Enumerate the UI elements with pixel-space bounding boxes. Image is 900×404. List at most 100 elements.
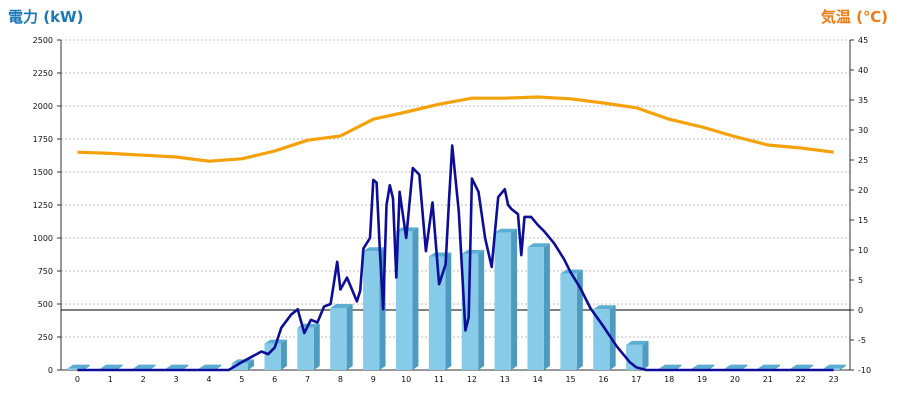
left-tick-label: 1000 — [33, 234, 53, 243]
x-tick-label: 8 — [338, 375, 343, 384]
x-tick-label: 4 — [206, 375, 211, 384]
bar-top — [658, 364, 682, 369]
x-tick-label: 15 — [565, 375, 575, 384]
x-tick-label: 14 — [533, 375, 543, 384]
x-tick-label: 1 — [108, 375, 113, 384]
bar-top — [494, 228, 518, 233]
right-tick-label: 5 — [858, 276, 863, 285]
bar-side — [511, 228, 518, 370]
x-tick-label: 5 — [239, 375, 244, 384]
bar — [527, 247, 544, 370]
left-tick-label: 2000 — [33, 102, 53, 111]
bar-side — [642, 340, 649, 370]
bar-top — [165, 364, 189, 369]
left-tick-label: 500 — [38, 300, 53, 309]
x-tick-label: 13 — [500, 375, 510, 384]
power-line — [77, 144, 834, 372]
x-tick-label: 18 — [664, 375, 674, 384]
bar — [231, 363, 249, 370]
bar — [330, 307, 347, 370]
bar-side — [313, 323, 320, 370]
bar-side — [149, 364, 156, 370]
bar-side — [83, 364, 90, 370]
x-tick-label: 22 — [796, 375, 806, 384]
bar-side — [708, 364, 715, 370]
left-tick-label: 750 — [38, 267, 53, 276]
bar-top — [790, 364, 813, 369]
bar — [395, 231, 413, 370]
x-tick-label: 2 — [141, 375, 146, 384]
bar-side — [839, 364, 846, 370]
bar-top — [330, 303, 353, 308]
left-tick-label: 2500 — [33, 36, 53, 45]
right-tick-label: 15 — [858, 216, 868, 225]
right-tick-label: -5 — [858, 336, 866, 345]
bar-side — [182, 364, 189, 370]
bar-top — [626, 340, 649, 345]
x-tick-label: 9 — [371, 375, 376, 384]
right-tick-label: 0 — [858, 306, 863, 315]
bar — [494, 232, 512, 370]
x-tick-label: 12 — [467, 375, 477, 384]
x-tick-label: 21 — [763, 375, 773, 384]
bar — [428, 256, 446, 370]
left-tick-label: 2250 — [33, 69, 53, 78]
bar-side — [280, 339, 287, 370]
x-tick-label: 20 — [730, 375, 740, 384]
bar-top — [757, 364, 781, 369]
x-tick-label: 0 — [75, 375, 80, 384]
bar-side — [412, 227, 419, 370]
x-tick-label: 3 — [174, 375, 179, 384]
bar-side — [806, 364, 813, 370]
x-tick-label: 16 — [598, 375, 608, 384]
x-tick-label: 23 — [828, 375, 838, 384]
bar-top — [461, 249, 485, 254]
left-tick-label: 1500 — [33, 168, 53, 177]
right-tick-label: 10 — [858, 246, 868, 255]
bar-side — [445, 252, 452, 370]
right-tick-label: 30 — [858, 126, 868, 135]
right-axis-title: 気温 (℃) — [820, 8, 888, 26]
right-tick-label: 20 — [858, 186, 868, 195]
left-tick-label: 1750 — [33, 135, 53, 144]
left-axis-title: 電力 (kW) — [8, 8, 84, 26]
bar — [363, 251, 380, 370]
bar-top — [823, 364, 846, 369]
bar-top — [527, 243, 550, 248]
bar-top — [67, 364, 90, 369]
bar-side — [215, 364, 222, 370]
x-tick-label: 19 — [697, 375, 707, 384]
bar — [560, 273, 577, 370]
bar — [593, 309, 610, 370]
bar-side — [675, 364, 682, 370]
bar-top — [132, 364, 156, 369]
bar-top — [198, 364, 222, 369]
bar — [297, 327, 314, 370]
bar-top — [691, 364, 715, 369]
right-tick-label: -10 — [858, 366, 871, 375]
left-tick-label: 0 — [48, 366, 53, 375]
bar-side — [248, 359, 255, 370]
bar-side — [609, 305, 616, 370]
x-tick-label: 10 — [401, 375, 411, 384]
left-tick-label: 1250 — [33, 201, 53, 210]
bar-side — [346, 303, 353, 370]
right-tick-label: 45 — [858, 36, 868, 45]
bar-side — [774, 364, 781, 370]
bar-top — [100, 364, 123, 369]
right-tick-label: 25 — [858, 156, 868, 165]
x-tick-label: 6 — [272, 375, 277, 384]
x-tick-label: 7 — [305, 375, 310, 384]
right-tick-label: 35 — [858, 96, 868, 105]
bar-top — [724, 364, 748, 369]
right-tick-label: 40 — [858, 66, 868, 75]
bar-side — [543, 243, 550, 370]
bar-side — [576, 269, 583, 370]
bar-side — [741, 364, 748, 370]
x-tick-label: 11 — [434, 375, 444, 384]
bar-side — [116, 364, 123, 370]
x-tick-label: 17 — [631, 375, 641, 384]
bar-top — [593, 305, 616, 310]
